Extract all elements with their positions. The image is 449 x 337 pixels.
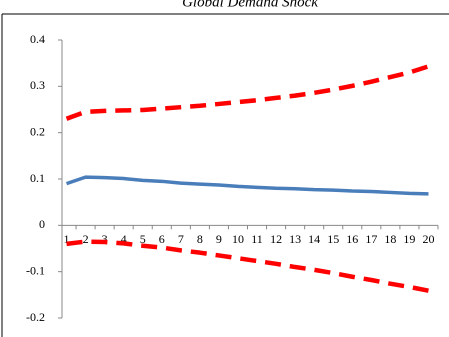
chart-title: Global Demand Shock (182, 0, 318, 10)
x-tick-label: 1 (64, 232, 70, 246)
dashed-line (65, 64, 430, 121)
x-tick-label: 17 (365, 232, 377, 246)
x-tick-label: 4 (121, 232, 127, 246)
y-tick-label: 0.4 (30, 32, 45, 46)
x-tick-label: 14 (308, 232, 320, 246)
y-tick-label: 0.1 (30, 171, 45, 185)
x-tick-label: 2 (83, 232, 89, 246)
x-tick-label: 10 (232, 232, 244, 246)
x-tick-label: 3 (102, 232, 108, 246)
x-tick-label: 18 (384, 232, 396, 246)
x-tick-label: 20 (422, 232, 434, 246)
x-tick-label: 5 (140, 232, 146, 246)
x-tick-label: 15 (327, 232, 339, 246)
x-tick-label: 7 (178, 232, 184, 246)
line (65, 175, 429, 196)
x-tick-label: 8 (197, 232, 203, 246)
x-tick-label: 13 (289, 232, 301, 246)
y-tick-label: -0.2 (26, 310, 45, 324)
x-tick-label: 19 (403, 232, 415, 246)
x-tick-label: 12 (270, 232, 282, 246)
y-tick-label: 0 (39, 217, 45, 231)
y-tick-label: -0.1 (26, 263, 45, 277)
x-tick-label: 9 (216, 232, 222, 246)
y-tick-label: 0.2 (30, 124, 45, 138)
y-tick-label: 0.3 (30, 78, 45, 92)
dashed-line (66, 239, 429, 293)
x-tick-label: 16 (346, 232, 358, 246)
x-tick-label: 6 (159, 232, 165, 246)
x-tick-label: 11 (251, 232, 263, 246)
